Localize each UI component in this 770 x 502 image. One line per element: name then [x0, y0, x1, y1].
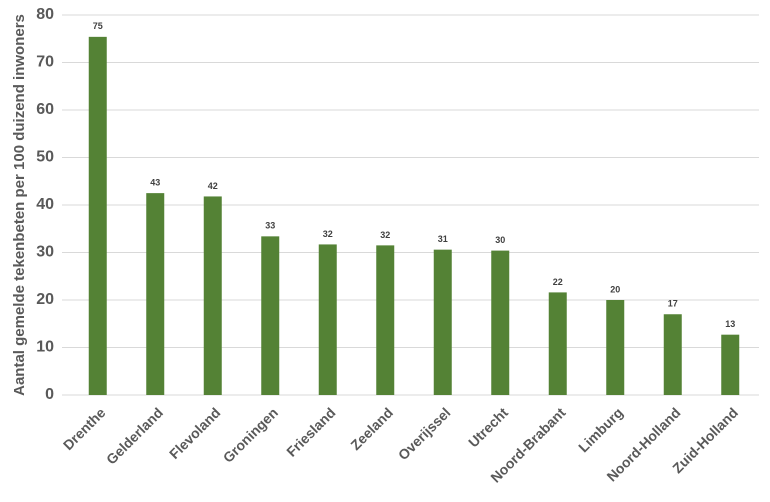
- x-tick-label: Friesland: [283, 404, 338, 459]
- data-label: 32: [323, 229, 333, 239]
- bar: [663, 314, 682, 395]
- x-tick-label: Limburg: [575, 404, 626, 455]
- y-tick-label: 30: [36, 244, 54, 261]
- data-label: 42: [208, 181, 218, 191]
- bar: [146, 193, 165, 395]
- x-tick-label: Overijssel: [395, 404, 454, 463]
- bar: [433, 249, 452, 395]
- x-tick-label: Groningen: [220, 404, 281, 465]
- bar: [261, 236, 280, 395]
- y-axis-label: Aantal gemelde tekenbeten per 100 duizen…: [11, 14, 28, 396]
- y-tick-label: 60: [36, 101, 54, 118]
- bar: [721, 334, 740, 395]
- y-tick-label: 80: [36, 6, 54, 23]
- data-label: 43: [150, 178, 160, 188]
- data-label: 75: [93, 21, 103, 31]
- data-label: 30: [495, 235, 505, 245]
- data-label: 22: [553, 277, 563, 287]
- bar: [318, 244, 337, 395]
- y-tick-label: 70: [36, 54, 54, 71]
- y-tick-label: 0: [45, 386, 54, 403]
- bar: [376, 245, 395, 395]
- bar: [606, 300, 625, 395]
- data-label: 13: [725, 319, 735, 329]
- y-tick-label: 50: [36, 149, 54, 166]
- bar: [491, 250, 510, 395]
- data-label: 32: [380, 230, 390, 240]
- data-label: 20: [610, 284, 620, 294]
- x-tick-label: Flevoland: [166, 404, 224, 462]
- x-tick-label: Utrecht: [465, 404, 511, 450]
- data-label: 33: [265, 221, 275, 231]
- y-tick-label: 20: [36, 291, 54, 308]
- data-label: 31: [438, 234, 448, 244]
- x-tick-label: Gelderland: [103, 404, 166, 467]
- data-label: 17: [668, 299, 678, 309]
- x-tick-label: Zeeland: [347, 404, 396, 453]
- y-tick-label: 40: [36, 196, 54, 213]
- y-tick-label: 10: [36, 339, 54, 356]
- bar: [203, 196, 222, 395]
- bar: [548, 292, 567, 395]
- bar: [88, 36, 107, 395]
- x-tick-label: Drenthe: [60, 404, 109, 453]
